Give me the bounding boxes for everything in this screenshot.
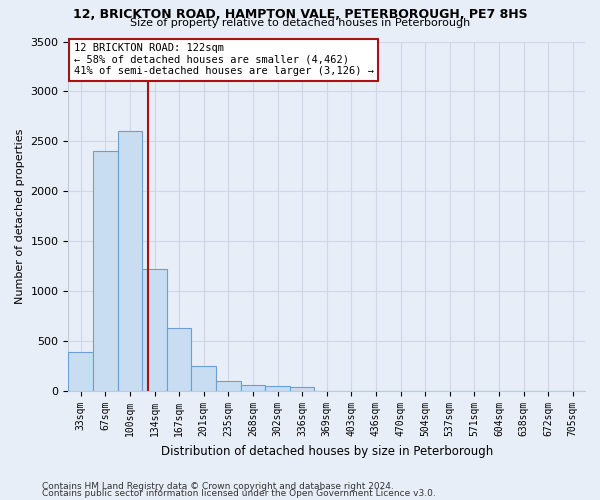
X-axis label: Distribution of detached houses by size in Peterborough: Distribution of detached houses by size … [161,444,493,458]
Text: Size of property relative to detached houses in Peterborough: Size of property relative to detached ho… [130,18,470,28]
Text: 12, BRICKTON ROAD, HAMPTON VALE, PETERBOROUGH, PE7 8HS: 12, BRICKTON ROAD, HAMPTON VALE, PETERBO… [73,8,527,20]
Bar [93,152,118,391]
Bar [290,386,314,391]
Text: Contains public sector information licensed under the Open Government Licence v3: Contains public sector information licen… [42,489,436,498]
Bar [142,270,167,391]
Text: Contains HM Land Registry data © Crown copyright and database right 2024.: Contains HM Land Registry data © Crown c… [42,482,394,491]
Bar [68,352,93,391]
Bar [191,366,216,391]
Bar [118,132,142,391]
Bar [265,386,290,391]
Bar [241,384,265,391]
Text: 12 BRICKTON ROAD: 122sqm
← 58% of detached houses are smaller (4,462)
41% of sem: 12 BRICKTON ROAD: 122sqm ← 58% of detach… [74,43,374,76]
Bar [167,328,191,391]
Y-axis label: Number of detached properties: Number of detached properties [15,128,25,304]
Bar [216,380,241,391]
